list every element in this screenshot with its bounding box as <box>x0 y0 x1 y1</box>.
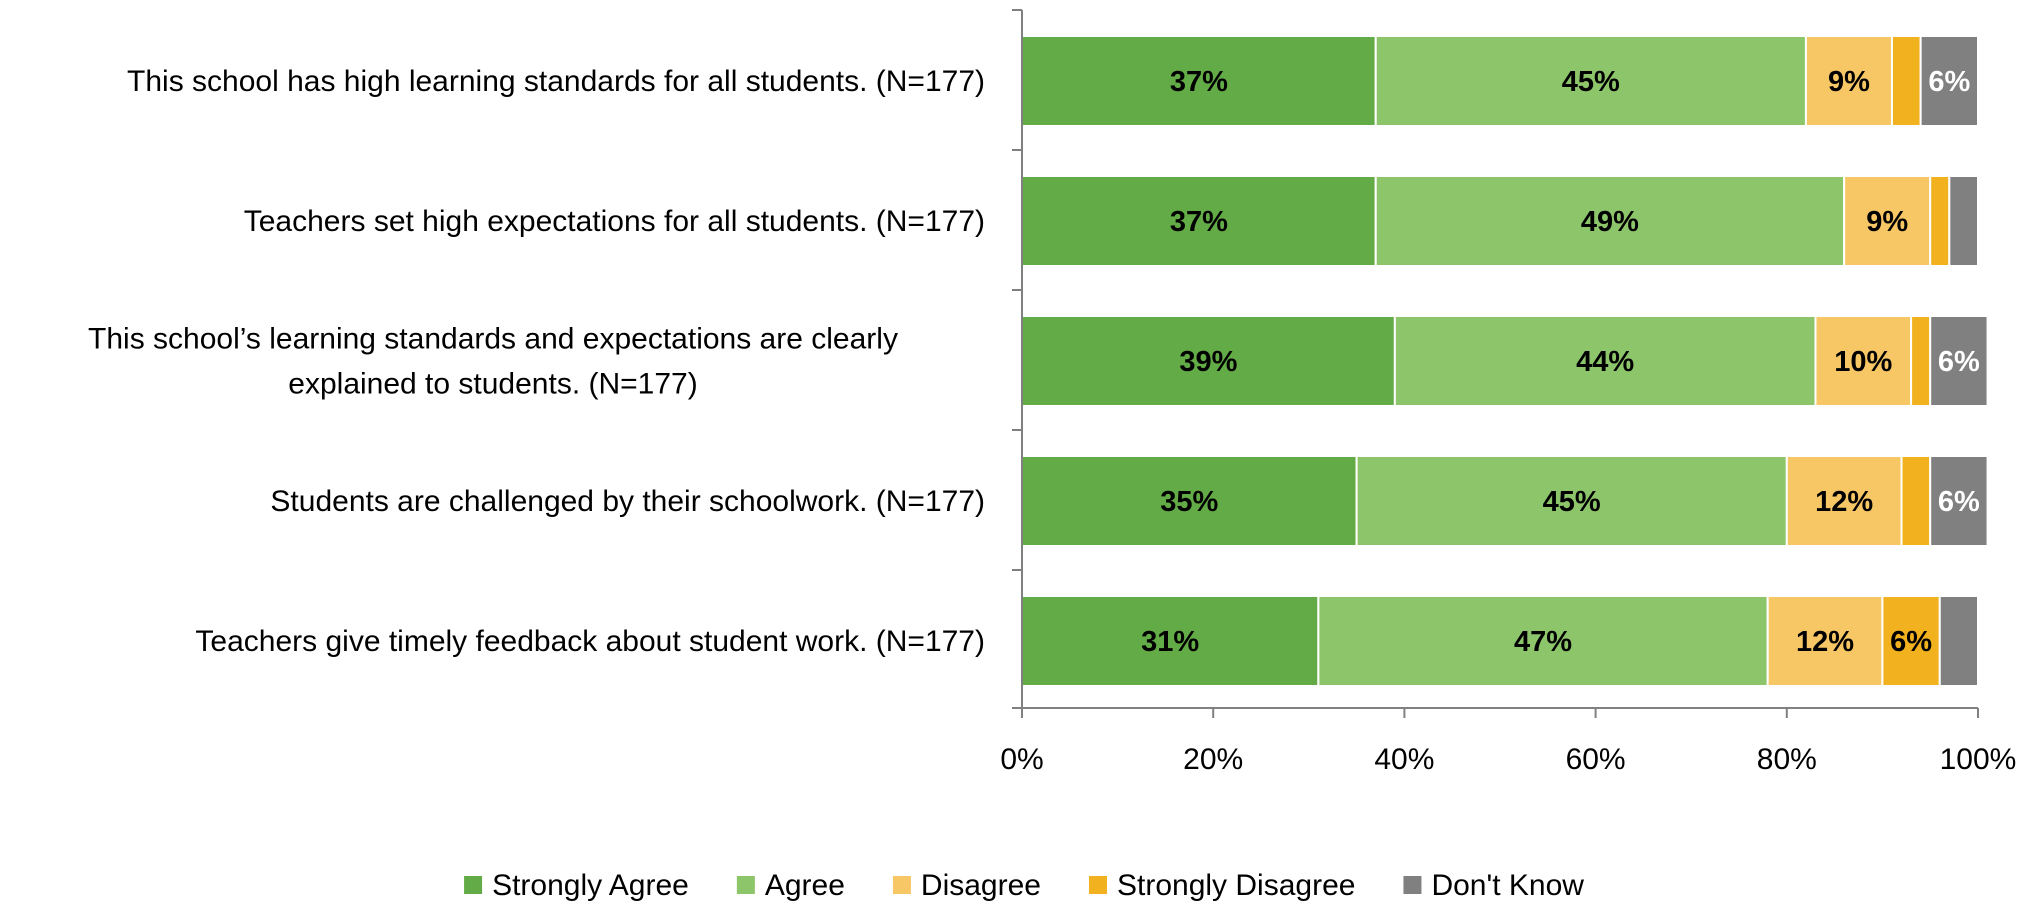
data-label: 49% <box>1581 206 1639 238</box>
legend-label: Strongly Agree <box>492 869 689 902</box>
x-tick-label: 60% <box>1566 743 1626 776</box>
legend-swatch <box>1088 876 1107 894</box>
bar-segment <box>1804 35 1893 127</box>
data-label: 12% <box>1815 486 1873 518</box>
bar-segment <box>1929 315 1989 407</box>
x-tick-label: 0% <box>1000 743 1043 776</box>
data-label: 31% <box>1141 626 1199 658</box>
data-label: 45% <box>1562 66 1620 98</box>
bar-segment <box>1374 175 1846 267</box>
data-label: 39% <box>1179 346 1237 378</box>
data-label: 12% <box>1796 626 1854 658</box>
legend-label: Agree <box>765 869 845 902</box>
bar-segment <box>1929 455 1989 547</box>
bar-segment <box>1814 315 1913 407</box>
data-label: 45% <box>1543 486 1601 518</box>
legend-label: Strongly Disagree <box>1117 869 1355 902</box>
category-label: explained to students. (N=177) <box>288 368 697 401</box>
bar-segment <box>1890 35 1922 127</box>
data-label: 37% <box>1170 206 1228 238</box>
bar-segment <box>1766 595 1884 687</box>
bar-segment <box>1843 175 1932 267</box>
bar-segment <box>1021 175 1377 267</box>
category-label: Teachers give timely feedback about stud… <box>195 625 985 658</box>
data-label: 10% <box>1834 346 1892 378</box>
x-tick-label: 20% <box>1183 743 1243 776</box>
category-label: This school has high learning standards … <box>127 65 985 98</box>
data-label: 6% <box>1928 66 1970 98</box>
legend-swatch <box>892 876 911 894</box>
bar-segment <box>1393 315 1817 407</box>
data-label: 6% <box>1938 486 1980 518</box>
x-tick-label: 80% <box>1757 743 1817 776</box>
tick-labels-group: 0% 20% 40% 60% 80% 100% <box>1000 743 2016 776</box>
bar-segment <box>1021 455 1358 547</box>
bar-segment <box>1919 35 1980 127</box>
legend-swatch <box>464 876 483 894</box>
bar-segment <box>1021 315 1396 407</box>
bar-segment <box>1948 175 1979 267</box>
data-label: 6% <box>1938 346 1980 378</box>
category-label: Teachers set high expectations for all s… <box>244 205 985 238</box>
data-label: 9% <box>1828 66 1870 98</box>
bar-segment <box>1900 455 1932 547</box>
x-tick-label: 40% <box>1374 743 1434 776</box>
bar-segment <box>1021 35 1377 127</box>
data-label: 6% <box>1890 626 1932 658</box>
bar-segment <box>1938 595 1980 687</box>
bar-segment <box>1929 175 1951 267</box>
x-tick-label: 100% <box>1940 743 2017 776</box>
legend-label: Disagree <box>921 869 1041 902</box>
data-label: 9% <box>1866 206 1908 238</box>
bar-segment <box>1910 315 1932 407</box>
data-label: 44% <box>1576 346 1634 378</box>
legend: Strongly Agree Agree Disagree Strongly Disa… <box>464 869 1584 902</box>
legend-label: Don't Know <box>1431 869 1584 902</box>
data-label: 37% <box>1170 66 1228 98</box>
data-label: 35% <box>1160 486 1218 518</box>
category-labels-group: This school has high learning standards … <box>88 65 985 658</box>
bars-group <box>1021 35 1989 687</box>
data-label: 47% <box>1514 626 1572 658</box>
category-label: Students are challenged by their schoolw… <box>270 485 985 518</box>
category-label: This school’s learning standards and exp… <box>88 323 898 356</box>
legend-swatch <box>1403 876 1422 894</box>
legend-swatch <box>736 876 755 894</box>
data-labels-group: 37% 45% 9% 6% 37% 49% 9% 39% 44% 10% 6% 35% 45% 12% 6%… <box>1141 66 1980 658</box>
bar-segment <box>1374 35 1807 127</box>
axes-group <box>1012 9 1979 718</box>
